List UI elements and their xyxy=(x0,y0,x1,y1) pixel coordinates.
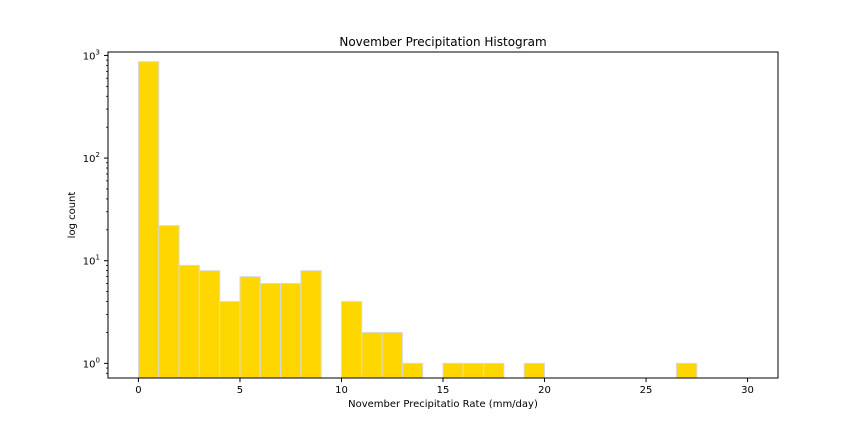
y-tick-label: 103 xyxy=(83,48,100,62)
y-axis-ticks: 100 101 102 103 xyxy=(83,48,108,374)
x-tick-label: 15 xyxy=(437,385,450,396)
bars-group xyxy=(137,61,698,379)
bar-17 xyxy=(675,362,698,379)
bar-9 xyxy=(340,301,363,379)
bar-1 xyxy=(158,225,180,379)
bar-0 xyxy=(137,61,160,379)
chart-title: November Precipitation Histogram xyxy=(339,35,546,49)
x-tick-label: 30 xyxy=(741,385,754,396)
bar-6 xyxy=(259,282,282,379)
bar-8 xyxy=(300,270,322,379)
bar-4 xyxy=(219,301,241,379)
y-tick-label: 102 xyxy=(83,151,100,165)
x-tick-label: 0 xyxy=(135,385,141,396)
x-tick-label: 10 xyxy=(335,385,348,396)
x-axis-label: November Precipitatio Rate (mm/day) xyxy=(348,399,538,410)
bar-13 xyxy=(442,362,464,379)
bar-15 xyxy=(483,362,505,379)
plot-frame xyxy=(107,51,779,379)
x-tick-label: 5 xyxy=(237,385,243,396)
x-axis-ticks: 0 5 10 15 20 25 30 xyxy=(135,378,754,396)
y-tick-label: 100 xyxy=(83,356,100,370)
bar-14 xyxy=(462,362,485,379)
y-axis-label: log count xyxy=(67,192,78,239)
bar-5 xyxy=(239,276,261,379)
bar-16 xyxy=(523,362,546,379)
bar-10 xyxy=(361,331,383,379)
y-tick-label: 101 xyxy=(83,254,100,268)
bar-7 xyxy=(280,282,302,379)
bar-11 xyxy=(381,331,403,379)
bar-2 xyxy=(178,264,200,379)
bar-3 xyxy=(198,270,221,379)
bar-12 xyxy=(401,362,424,379)
x-tick-label: 25 xyxy=(640,385,653,396)
x-tick-label: 20 xyxy=(538,385,551,396)
